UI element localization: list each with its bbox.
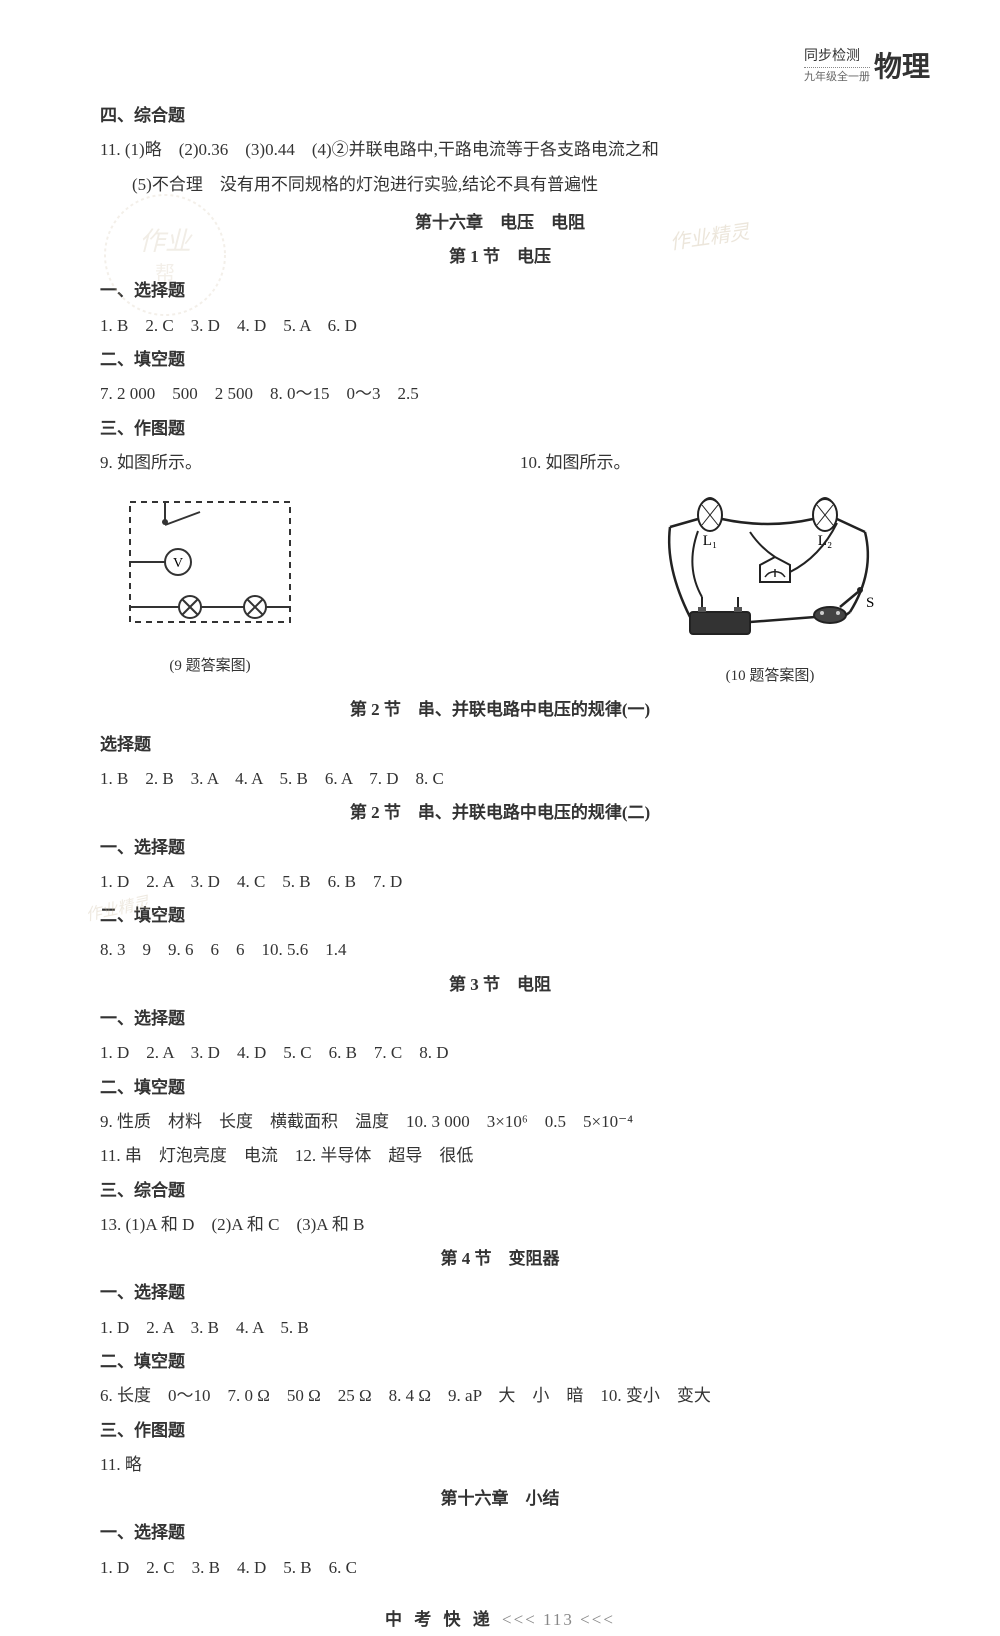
q9-label: 9. 如图所示。 (100, 447, 480, 479)
ch16-summary-title: 第十六章 小结 (100, 1483, 900, 1515)
header-subtitle: 九年级全一册 (804, 68, 870, 84)
s1-draw-heading: 三、作图题 (100, 413, 900, 445)
svg-text:S: S (866, 595, 874, 611)
sum-mc-heading: 一、选择题 (100, 1517, 900, 1549)
q11-line1: 11. (1)略 (2)0.36 (3)0.44 (4)②并联电路中,干路电流等… (100, 134, 900, 166)
s2a-mc-answers: 1. B 2. B 3. A 4. A 5. B 6. A 7. D 8. C (100, 763, 900, 795)
s4-mc-heading: 一、选择题 (100, 1277, 900, 1309)
ch16-s3-title: 第 3 节 电阻 (100, 969, 900, 1001)
s3-comp-heading: 三、综合题 (100, 1175, 900, 1207)
s2b-fill-answers: 8. 3 9 9. 6 6 6 10. 5.6 1.4 (100, 934, 900, 966)
diagram-9: V (9 题答案图) (100, 487, 320, 690)
s3-q13: 13. (1)A 和 D (2)A 和 C (3)A 和 B (100, 1209, 900, 1241)
svg-text:L₁: L₁ (703, 533, 717, 549)
diagram-10: L₁ L₂ (640, 487, 900, 690)
q11-line2: (5)不合理 没有用不同规格的灯泡进行实验,结论不具有普遍性 (100, 169, 900, 201)
section-4-heading: 四、综合题 (100, 100, 900, 132)
s4-q11: 11. 略 (100, 1449, 900, 1481)
s2b-mc-answers: 1. D 2. A 3. D 4. C 5. B 6. B 7. D (100, 866, 900, 898)
s4-q6: 6. 长度 0～10 7. 0 Ω 50 Ω 25 Ω 8. 4 Ω 9. aP… (100, 1380, 900, 1412)
s3-q11: 11. 串 灯泡亮度 电流 12. 半导体 超导 很低 (100, 1140, 900, 1172)
diagram-10-caption: (10 题答案图) (640, 662, 900, 691)
s2a-sel-heading: 选择题 (100, 729, 900, 761)
main-content: 四、综合题 11. (1)略 (2)0.36 (3)0.44 (4)②并联电路中… (100, 100, 900, 1636)
s3-mc-heading: 一、选择题 (100, 1003, 900, 1035)
footer-text: 中 考 快 递 (385, 1610, 494, 1629)
s4-fill-heading: 二、填空题 (100, 1346, 900, 1378)
s2b-fill-heading: 二、填空题 (100, 900, 900, 932)
s1-mc-heading: 一、选择题 (100, 275, 900, 307)
s1-fill-heading: 二、填空题 (100, 344, 900, 376)
page-footer: 中 考 快 递 <<< 113 <<< (100, 1604, 900, 1636)
q10-label: 10. 如图所示。 (480, 447, 900, 479)
ch16-s4-title: 第 4 节 变阻器 (100, 1243, 900, 1275)
ch16-s2a-title: 第 2 节 串、并联电路中电压的规律(一) (100, 694, 900, 726)
chapter-16-title: 第十六章 电压 电阻 (100, 207, 900, 239)
page-header: 同步检测 九年级全一册 物理 (804, 45, 870, 84)
sum-mc-answers: 1. D 2. C 3. B 4. D 5. B 6. C (100, 1552, 900, 1584)
diagram-row: V (9 题答案图) L₁ (100, 487, 900, 690)
header-title: 同步检测 (804, 45, 870, 68)
svg-text:V: V (173, 556, 183, 571)
s3-q9: 9. 性质 材料 长度 横截面积 温度 10. 3 000 3×10⁶ 0.5 … (100, 1106, 900, 1138)
s3-mc-answers: 1. D 2. A 3. D 4. D 5. C 6. B 7. C 8. D (100, 1037, 900, 1069)
s3-fill-heading: 二、填空题 (100, 1072, 900, 1104)
ch16-section1-title: 第 1 节 电压 (100, 241, 900, 273)
s2b-mc-heading: 一、选择题 (100, 832, 900, 864)
footer-page: <<< 113 <<< (502, 1610, 615, 1629)
ch16-s2b-title: 第 2 节 串、并联电路中电压的规律(二) (100, 797, 900, 829)
s1-mc-answers: 1. B 2. C 3. D 4. D 5. A 6. D (100, 310, 900, 342)
header-subject: 物理 (874, 45, 930, 85)
diagram-9-caption: (9 题答案图) (100, 652, 320, 681)
q7-answers: 7. 2 000 500 2 500 8. 0～15 0～3 2.5 (100, 378, 900, 410)
s4-draw-heading: 三、作图题 (100, 1415, 900, 1447)
s4-mc-answers: 1. D 2. A 3. B 4. A 5. B (100, 1312, 900, 1344)
